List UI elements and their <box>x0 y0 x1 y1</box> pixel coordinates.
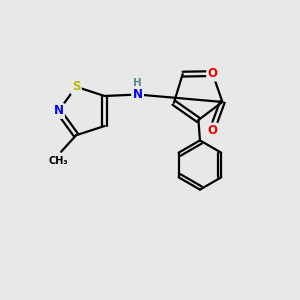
Text: N: N <box>133 88 142 101</box>
Text: N: N <box>53 104 64 118</box>
Text: O: O <box>207 124 217 137</box>
Text: S: S <box>72 80 80 93</box>
Text: O: O <box>208 67 218 80</box>
Text: H: H <box>133 78 142 88</box>
Text: CH₃: CH₃ <box>49 156 68 167</box>
